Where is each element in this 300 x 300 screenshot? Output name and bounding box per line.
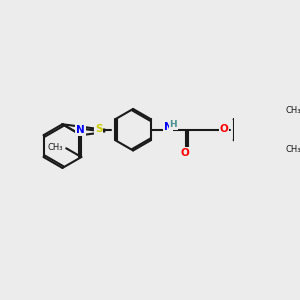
Text: N: N <box>76 125 85 135</box>
Text: O: O <box>220 124 228 134</box>
Text: H: H <box>170 120 177 129</box>
Text: N: N <box>76 125 85 135</box>
Text: CH₃: CH₃ <box>48 143 63 152</box>
Text: H: H <box>169 120 177 129</box>
Text: S: S <box>95 124 102 134</box>
Text: O: O <box>180 148 189 158</box>
Text: N: N <box>164 122 172 132</box>
Text: N: N <box>164 122 172 132</box>
Text: CH₃: CH₃ <box>286 106 300 115</box>
Text: S: S <box>95 124 102 134</box>
Text: O: O <box>220 124 228 134</box>
Text: O: O <box>180 148 189 158</box>
Text: CH₃: CH₃ <box>286 145 300 154</box>
